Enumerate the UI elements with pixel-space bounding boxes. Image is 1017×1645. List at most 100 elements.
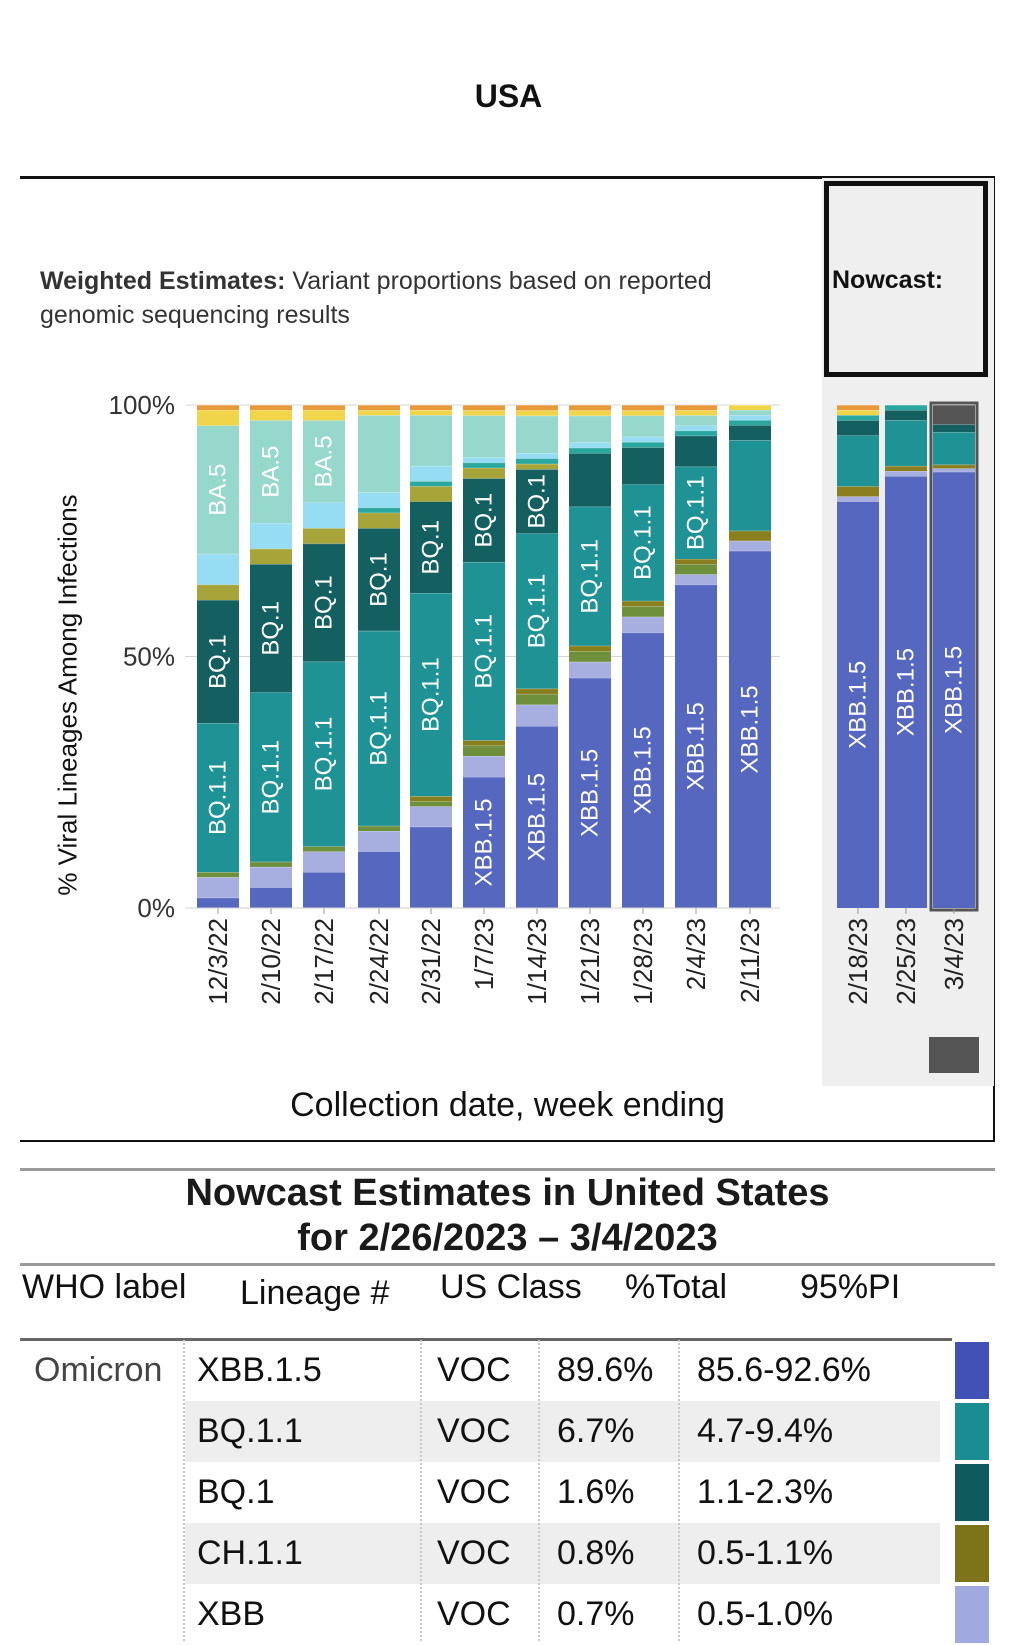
x-tick-label: 1/21/23 (575, 918, 605, 1005)
bar-segment (250, 410, 292, 421)
bar-segment (569, 405, 611, 411)
bar-label: XBB.1.5 (471, 798, 498, 886)
us-class-cell: VOC (437, 1595, 511, 1633)
bar-label: BQ.1.1 (258, 740, 285, 815)
bar-segment (410, 501, 452, 593)
bar-segment (622, 415, 664, 437)
table-row: BQ.1 VOC 1.6% 1.1-2.3% (20, 1462, 995, 1523)
bar-segment (303, 661, 345, 847)
bar-segment (410, 796, 452, 802)
bar-segment (516, 405, 558, 411)
bar-segment (885, 410, 927, 421)
who-label-cell (30, 1401, 200, 1462)
pi-cell: 4.7-9.4% (685, 1401, 940, 1462)
bar-segment (516, 453, 558, 459)
bar-segment (569, 651, 611, 662)
bar-segment (885, 471, 927, 477)
bar-segment (463, 756, 505, 778)
bar-label: BQ.1 (524, 474, 551, 529)
bar-segment (837, 486, 879, 497)
bar-label: BQ.1.1 (471, 614, 498, 689)
bar-segment (516, 688, 558, 694)
bar-segment (197, 600, 239, 724)
bar-segment (410, 486, 452, 502)
total-cell: 6.7% (545, 1401, 685, 1462)
bar-segment (622, 447, 664, 485)
x-tick-label: 2/11/23 (735, 918, 765, 1003)
bar-segment (622, 405, 664, 411)
bar-segment (410, 592, 452, 797)
bar-segment (885, 476, 927, 908)
lineage-cell: XBB.1.5 (197, 1351, 322, 1389)
bar-segment (303, 872, 345, 908)
bar-segment (463, 415, 505, 458)
bar-segment (837, 435, 879, 487)
bar-segment (516, 463, 558, 470)
bar-segment (303, 410, 345, 421)
bar-segment (358, 512, 400, 529)
bar-segment (569, 661, 611, 678)
lineage-cell: CH.1.1 (185, 1523, 425, 1584)
bar-segment (358, 851, 400, 908)
bar-label: BQ.1.1 (577, 539, 604, 614)
table-title-line2: for 2/26/2023 – 3/4/2023 (297, 1217, 718, 1259)
bar-segment (729, 415, 771, 421)
bar-label: BQ.1.1 (311, 717, 338, 792)
bar-segment (197, 897, 239, 908)
bar-segment (569, 442, 611, 448)
bar-segment (250, 548, 292, 565)
bar-segment (569, 447, 611, 454)
bar-segment (358, 507, 400, 513)
bar-segment (933, 424, 975, 433)
bar-segment (516, 458, 558, 464)
bar-segment (622, 632, 664, 908)
bar-segment (250, 523, 292, 549)
bar-segment (675, 584, 717, 908)
lineage-cell: BQ.1.1 (185, 1401, 425, 1462)
bar-label: BQ.1.1 (683, 475, 710, 550)
bar-segment (463, 478, 505, 563)
bar-segment (197, 425, 239, 554)
bar-segment (729, 440, 771, 531)
bar-segment (303, 851, 345, 873)
bar-segment (675, 410, 717, 416)
bar-segment (569, 453, 611, 507)
bar-segment (933, 405, 975, 425)
bar-segment (303, 846, 345, 852)
subtitle-text: Variant proportions based on reported ge… (40, 267, 712, 329)
bar-segment (569, 645, 611, 652)
bar-segment (410, 465, 452, 482)
bar-segment (675, 466, 717, 559)
nowcast-header-box[interactable] (824, 181, 988, 377)
bar-label: BQ.1.1 (418, 657, 445, 732)
bar-segment (250, 564, 292, 693)
bar-segment (250, 887, 292, 908)
bar-segment (358, 825, 400, 832)
x-tick-label: 1/28/23 (628, 918, 658, 1005)
x-tick-label: 2/4/23 (681, 918, 711, 990)
table-row: XBB VOC 0.7% 0.5-1.0% (20, 1584, 995, 1645)
bar-segment (463, 467, 505, 479)
bar-segment (410, 405, 452, 411)
bar-label: BQ.1 (311, 575, 338, 630)
who-label-cell: Omicron (34, 1351, 163, 1389)
bar-segment (622, 600, 664, 607)
bar-segment (675, 425, 717, 431)
bar-segment (837, 415, 879, 421)
bar-label: BA.5 (258, 446, 285, 498)
bar-segment (463, 562, 505, 741)
lineage-cell: XBB (197, 1595, 266, 1633)
bar-segment (569, 506, 611, 646)
table-row: CH.1.1 VOC 0.8% 0.5-1.1% (20, 1523, 995, 1584)
bar-segment (622, 410, 664, 416)
bar-label: XBB.1.5 (941, 646, 968, 734)
pi-cell: 85.6-92.6% (697, 1351, 871, 1389)
bar-segment (410, 806, 452, 827)
bar-segment (463, 745, 505, 757)
bar-segment (729, 540, 771, 551)
bar-segment (885, 405, 927, 411)
x-axis-label: Collection date, week ending (290, 1086, 725, 1124)
bar-segment (675, 558, 717, 565)
bar-segment (250, 405, 292, 411)
us-class-cell: VOC (437, 1473, 511, 1511)
